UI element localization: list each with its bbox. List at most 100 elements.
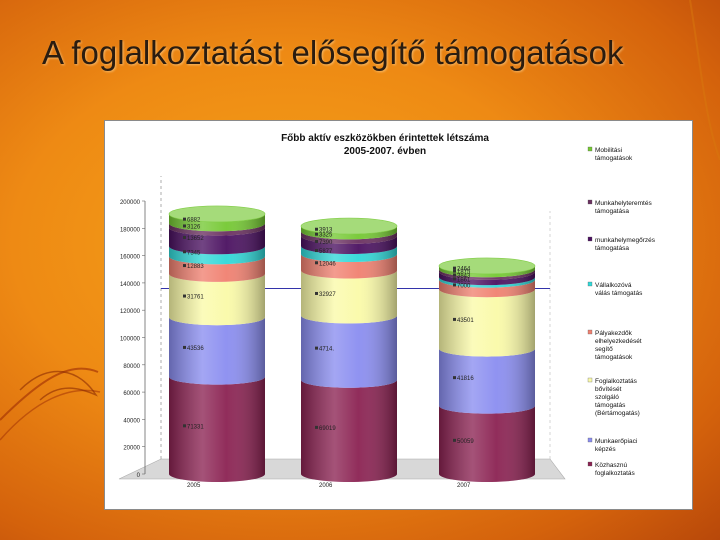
y-tick-label: 200000	[120, 200, 141, 206]
data-label: 3325	[319, 233, 333, 239]
data-label: 1861	[457, 277, 471, 283]
bar-shading	[301, 246, 397, 263]
data-label-marker	[315, 261, 318, 265]
data-label: 3913	[319, 228, 333, 234]
y-tick-label: 60000	[123, 391, 140, 397]
data-label-marker	[453, 317, 456, 321]
data-label: 3126	[187, 224, 201, 230]
bar-top-cap	[438, 257, 536, 275]
legend-swatch	[587, 199, 593, 205]
data-label: 6882	[187, 218, 201, 224]
legend-label: Munkahelyteremtés támogatása	[595, 200, 652, 215]
y-tick-label: 160000	[120, 255, 141, 261]
bar-shading	[301, 226, 397, 240]
data-label-marker	[183, 345, 186, 349]
data-label-marker	[315, 346, 318, 350]
data-label-marker	[453, 283, 456, 287]
data-label-marker	[183, 217, 186, 221]
legend-label: Foglalkoztatás bővítését szolgáló támogatás…	[595, 378, 640, 417]
bar-shading	[169, 223, 265, 236]
legend-swatch	[587, 377, 593, 383]
bar-top-cap	[168, 205, 266, 223]
bar-shading	[439, 405, 535, 482]
data-label: 13652	[187, 236, 204, 242]
legend-label: Munkaerőpiaci képzés	[595, 438, 637, 453]
data-label-marker	[453, 277, 456, 281]
legend-swatch	[587, 236, 593, 242]
data-label: 32927	[319, 292, 336, 298]
y-tick-label: 120000	[120, 309, 141, 315]
x-tick-label: 2007	[457, 483, 471, 489]
data-label-marker	[453, 273, 456, 277]
bar-shading	[169, 256, 265, 282]
stacked-cylinder-chart: 0 20000 40000 60000 80000 100000 120000 140000 1…	[118, 133, 656, 489]
data-label-marker	[315, 232, 318, 236]
data-label: 7345	[187, 250, 201, 256]
data-label-marker	[183, 235, 186, 239]
slide-title: A foglalkoztatást elősegítő támogatások	[42, 34, 624, 71]
bar-shading	[301, 254, 397, 279]
data-label: 71331	[187, 424, 204, 430]
x-tick-label: 2005	[187, 483, 201, 489]
bar-shading	[301, 315, 397, 388]
data-label: 31761	[187, 295, 204, 301]
bar-shading	[439, 271, 535, 286]
bar-shading	[301, 270, 397, 324]
bar-shading	[169, 213, 265, 232]
legend-swatch	[587, 329, 593, 335]
legend-label: Pályakezdők elhelyezkedését segítő támogatá…	[595, 330, 642, 361]
y-tick-label: 0	[137, 473, 141, 479]
chart-title: Főbb aktív eszközökben érintettek létszá…	[281, 133, 489, 144]
chart-panel: 0 20000 40000 60000 80000 100000 120000 140000 1…	[104, 120, 693, 510]
bar-shading	[169, 246, 265, 265]
data-label-marker	[453, 269, 456, 273]
data-label-marker	[453, 376, 456, 380]
data-label: 3843	[457, 273, 471, 279]
data-label: 50059	[457, 439, 474, 445]
data-label-marker	[453, 438, 456, 442]
bar-shading	[439, 265, 535, 278]
data-label-marker	[183, 424, 186, 428]
data-label-marker	[183, 250, 186, 254]
bar-shading	[301, 231, 397, 244]
y-tick-label: 100000	[120, 337, 141, 343]
data-label-marker	[183, 224, 186, 228]
bar-shading	[439, 279, 535, 298]
chart-subtitle: 2005-2007. évben	[344, 146, 426, 157]
bar-shading	[301, 379, 397, 482]
data-label-marker	[315, 291, 318, 295]
y-tick-label: 80000	[123, 364, 140, 370]
legend-swatch	[587, 461, 593, 467]
data-label: 1875	[457, 270, 471, 276]
data-label-marker	[453, 266, 456, 270]
data-label-marker	[183, 264, 186, 268]
data-label: 43536	[187, 346, 204, 352]
bar-top-cap	[300, 217, 398, 235]
legend-label: Mobilitási támogatások	[595, 147, 633, 162]
data-label-marker	[315, 239, 318, 243]
bar-shading	[439, 348, 535, 414]
data-label: 12046	[319, 261, 336, 267]
data-label: 41816	[457, 376, 474, 382]
legend-swatch	[587, 437, 593, 443]
x-tick-label: 2006	[319, 483, 333, 489]
data-label-marker	[315, 227, 318, 231]
data-label-marker	[183, 294, 186, 298]
data-label-marker	[315, 425, 318, 429]
legend-swatch	[587, 146, 593, 152]
data-label: 69019	[319, 426, 336, 432]
y-tick-label: 20000	[123, 446, 140, 452]
y-tick-label: 40000	[123, 418, 140, 424]
bar-shading	[301, 235, 397, 255]
data-label: 4714.	[319, 347, 334, 353]
y-tick-label: 140000	[120, 282, 141, 288]
data-label-marker	[315, 249, 318, 253]
bar-shading	[169, 227, 265, 255]
bar-shading	[169, 273, 265, 326]
legend-label: munkahelymegőrzés támogatása	[595, 237, 656, 252]
bar-shading	[439, 289, 535, 357]
data-label: 12883	[187, 264, 204, 270]
data-label: 7390	[319, 240, 333, 246]
data-label: 7000	[457, 283, 471, 289]
